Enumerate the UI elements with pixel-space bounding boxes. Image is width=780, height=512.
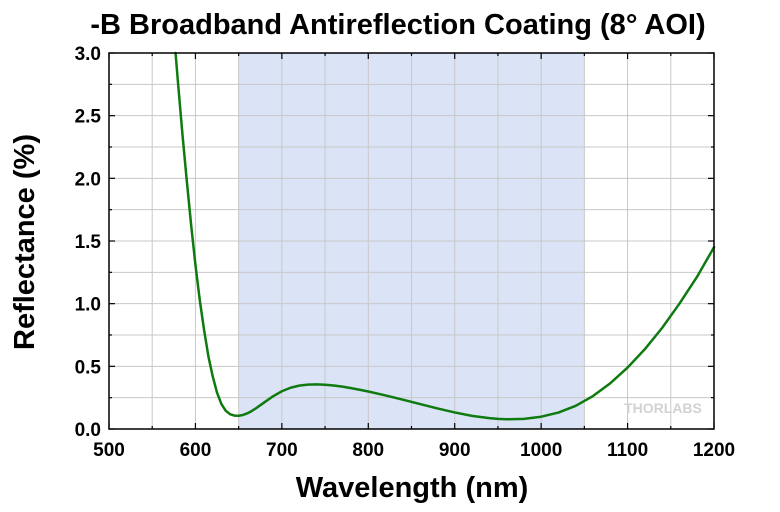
x-tick-label: 800: [352, 440, 384, 461]
series-layer: [174, 51, 716, 421]
x-tick-label: 600: [180, 440, 212, 461]
y-tick-label: 0.0: [75, 420, 101, 441]
y-tick-label: 1.0: [75, 295, 101, 316]
y-tick-label: 2.0: [75, 169, 101, 190]
x-tick-label: 1000: [520, 440, 562, 461]
y-tick-label: 3.0: [75, 44, 101, 65]
thorlabs-watermark: THORLABS: [624, 400, 702, 416]
x-tick-label: 900: [439, 440, 471, 461]
tick-label-layer: 500 600 700 800 900 1000 1100 1200 0.0 0.5 1.0 1.5 2…: [75, 44, 736, 461]
y-axis-label: Reflectance (%): [9, 134, 41, 350]
axes-layer: [108, 52, 715, 430]
x-tick-label: 500: [93, 440, 125, 461]
y-tick-label: 1.5: [75, 232, 102, 253]
reflectance-series-line: [174, 51, 716, 421]
x-tick-label: 700: [266, 440, 298, 461]
x-tick-label: 1100: [607, 440, 648, 461]
y-tick-label: 0.5: [75, 357, 102, 378]
y-tick-label: 2.5: [75, 107, 102, 128]
chart-title: -B Broadband Antireflection Coating (8° …: [90, 9, 705, 41]
x-axis-label: Wavelength (nm): [296, 472, 529, 504]
grid-layer: [109, 53, 714, 429]
x-tick-label: 1200: [693, 440, 735, 461]
